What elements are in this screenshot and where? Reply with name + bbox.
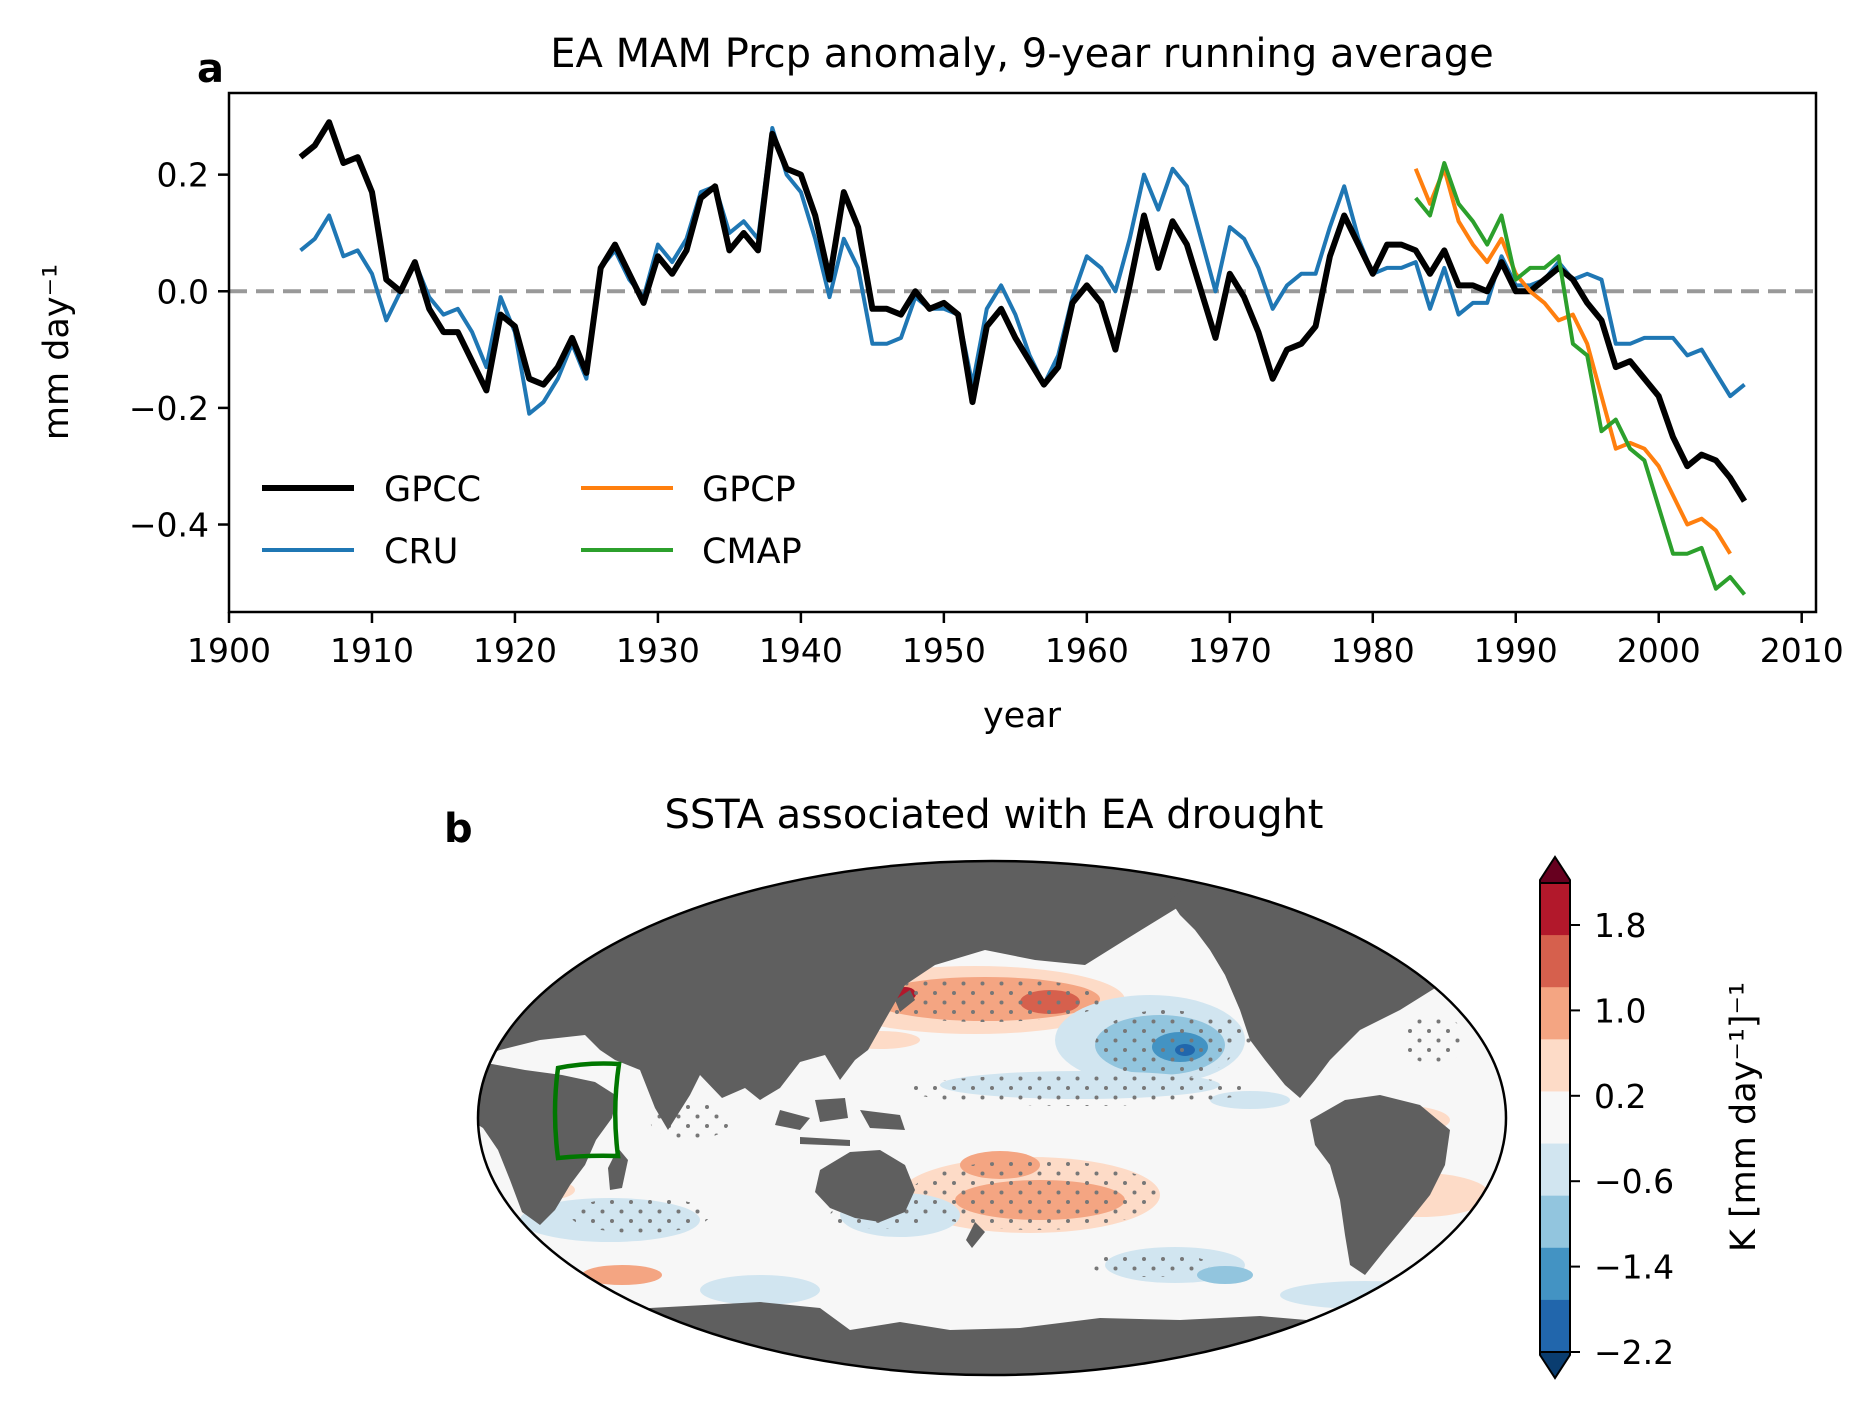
madagascar-landmass — [608, 1148, 628, 1190]
colorbar-segment — [1540, 1091, 1570, 1145]
series-line-gpcp — [1413, 166, 1732, 555]
sst-anomaly-map — [478, 861, 1506, 1375]
legend-label-cru: CRU — [384, 532, 458, 572]
sumatra-landmass — [775, 1110, 810, 1130]
series-line-cmap — [1414, 161, 1747, 596]
colorbar-tick-label: 0.2 — [1594, 1077, 1646, 1116]
panel-a: a EA MAM Prcp anomaly, 9-year running av… — [37, 31, 1844, 736]
x-tick-label: 1960 — [1045, 631, 1129, 670]
y-tick-label: −0.4 — [129, 506, 209, 545]
east-africa-region-box — [552, 1061, 622, 1161]
colorbar: 1.8 1.0 0.2 −0.6 −1.4 −2.2 K [mm day⁻¹]⁻¹ — [1539, 855, 1764, 1380]
colorbar-segment — [1540, 1039, 1570, 1092]
colorbar-tick-label: −1.4 — [1594, 1248, 1674, 1287]
colorbar-label: K [mm day⁻¹]⁻¹ — [1724, 982, 1764, 1252]
africa-landmass — [478, 1060, 617, 1225]
x-tick-label: 1910 — [330, 631, 414, 670]
map-outline — [476, 859, 1508, 1377]
colorbar-segment — [1540, 1247, 1570, 1301]
x-tick-label: 1930 — [616, 631, 700, 670]
y-tick-label: 0.0 — [157, 272, 209, 311]
colorbar-tick-label: 1.8 — [1594, 906, 1646, 945]
colorbar-frame — [1539, 882, 1571, 1353]
legend-label-gpcp: GPCP — [702, 470, 796, 510]
panel-b: b SSTA associated with EA drought — [444, 792, 1764, 1380]
colorbar-segment — [1540, 1143, 1570, 1197]
australia-landmass — [815, 1150, 915, 1222]
x-tick-label: 1970 — [1188, 631, 1272, 670]
colorbar-min-extension — [1539, 1351, 1571, 1380]
x-tick-label: 1900 — [187, 631, 271, 670]
y-axis-label: mm day⁻¹ — [37, 264, 77, 440]
x-tick-label: 2000 — [1617, 631, 1701, 670]
y-axis-ticks: 0.2 0.0 −0.2 −0.4 — [129, 156, 229, 545]
colorbar-segment — [1540, 987, 1570, 1040]
colorbar-max-extension — [1539, 855, 1571, 884]
new-zealand-landmass — [966, 1222, 985, 1248]
greenland-landmass — [1435, 870, 1505, 925]
panel-a-letter: a — [197, 46, 224, 92]
new-guinea-landmass — [860, 1110, 905, 1130]
java-landmass — [800, 1137, 850, 1146]
eurasia-landmass — [478, 861, 1260, 1130]
colorbar-tick-label: −2.2 — [1594, 1333, 1674, 1372]
x-tick-label: 2010 — [1760, 631, 1844, 670]
borneo-landmass — [815, 1098, 848, 1122]
x-tick-label: 1990 — [1474, 631, 1558, 670]
south-america-landmass — [1310, 1095, 1450, 1275]
x-tick-label: 1920 — [473, 631, 557, 670]
legend-label-gpcc: GPCC — [384, 470, 481, 510]
panel-b-letter: b — [444, 806, 473, 852]
colorbar-segment — [1540, 935, 1570, 988]
japan-landmass — [895, 990, 915, 1012]
x-axis-label: year — [983, 696, 1062, 736]
colorbar-tick-label: 1.0 — [1594, 991, 1646, 1030]
x-axis-ticks: 1900 1910 1920 1930 1940 1950 1960 1970 1980 1990… — [187, 612, 1844, 670]
panel-a-title: EA MAM Prcp anomaly, 9-year running aver… — [550, 31, 1494, 77]
series-line-gpcc — [298, 119, 1748, 503]
legend-label-cmap: CMAP — [702, 532, 802, 572]
x-tick-label: 1980 — [1331, 631, 1415, 670]
panel-b-title: SSTA associated with EA drought — [664, 792, 1323, 838]
legend: GPCC CRU GPCP CMAP — [262, 470, 802, 572]
colorbar-segment — [1540, 883, 1570, 936]
series-lines — [298, 119, 1748, 596]
y-tick-label: −0.2 — [129, 389, 209, 428]
colorbar-segment — [1540, 1195, 1570, 1249]
significance-stippling — [570, 978, 1465, 1277]
x-tick-label: 1940 — [759, 631, 843, 670]
colorbar-segment — [1540, 1299, 1570, 1353]
y-tick-label: 0.2 — [157, 156, 209, 195]
colorbar-tick-label: −0.6 — [1594, 1162, 1674, 1201]
plot-frame — [227, 91, 1818, 614]
x-tick-label: 1950 — [902, 631, 986, 670]
